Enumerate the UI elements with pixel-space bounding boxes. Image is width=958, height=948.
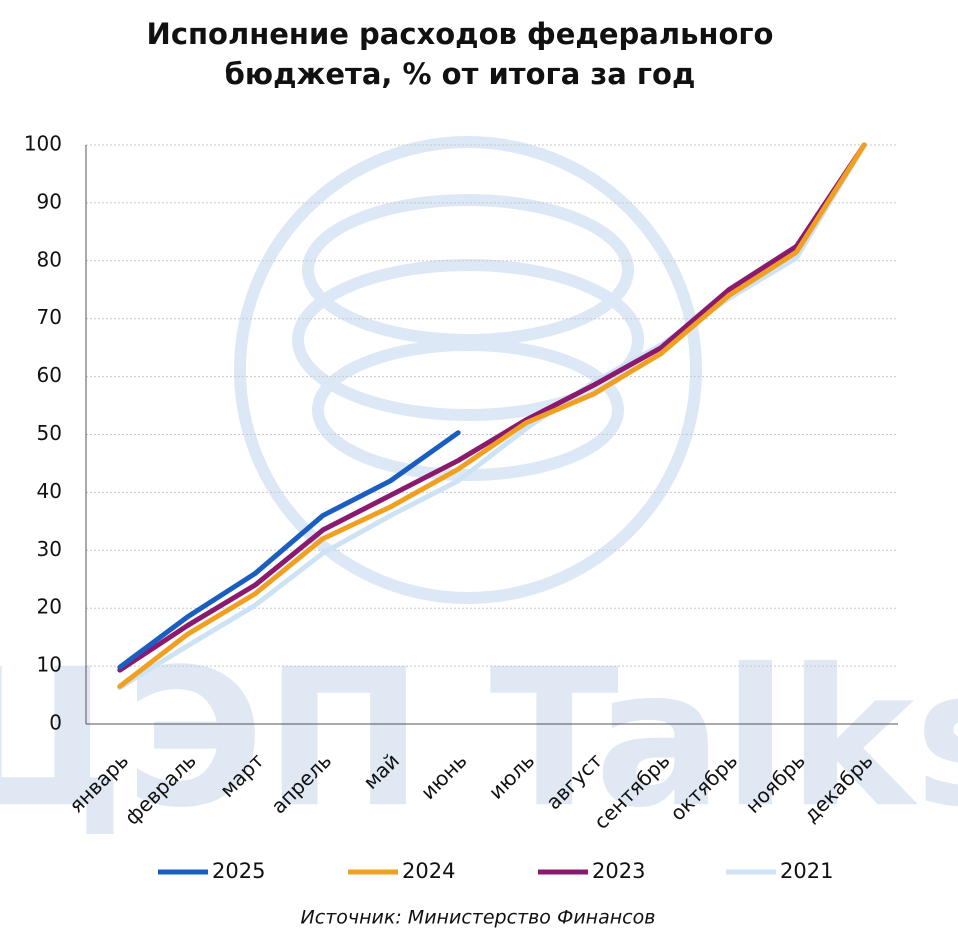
y-tick-label: 70 bbox=[37, 305, 62, 329]
y-tick-label: 50 bbox=[37, 421, 62, 445]
series-line bbox=[117, 142, 867, 691]
y-tick-label: 100 bbox=[24, 132, 62, 156]
y-tick-label: 90 bbox=[37, 189, 62, 213]
legend-label: 2024 bbox=[402, 859, 455, 883]
y-tick-label: 10 bbox=[37, 653, 62, 677]
series-line bbox=[117, 142, 867, 673]
chart-title: Исполнение расходов федерального bbox=[147, 17, 774, 51]
y-tick-label: 30 bbox=[37, 537, 62, 561]
series-line bbox=[117, 142, 867, 689]
y-tick-label: 60 bbox=[37, 363, 62, 387]
y-tick-label: 80 bbox=[37, 247, 62, 271]
legend-label: 2021 bbox=[780, 859, 833, 883]
y-tick-label: 20 bbox=[37, 595, 62, 619]
series-line bbox=[117, 430, 461, 670]
source: Источник: Министерство Финансов bbox=[301, 907, 656, 929]
chart-title: бюджета, % от итога за год bbox=[225, 57, 696, 91]
legend-label: 2023 bbox=[592, 859, 645, 883]
y-tick-label: 40 bbox=[37, 479, 62, 503]
legend-label: 2025 bbox=[212, 859, 265, 883]
y-tick-label: 0 bbox=[49, 711, 62, 735]
